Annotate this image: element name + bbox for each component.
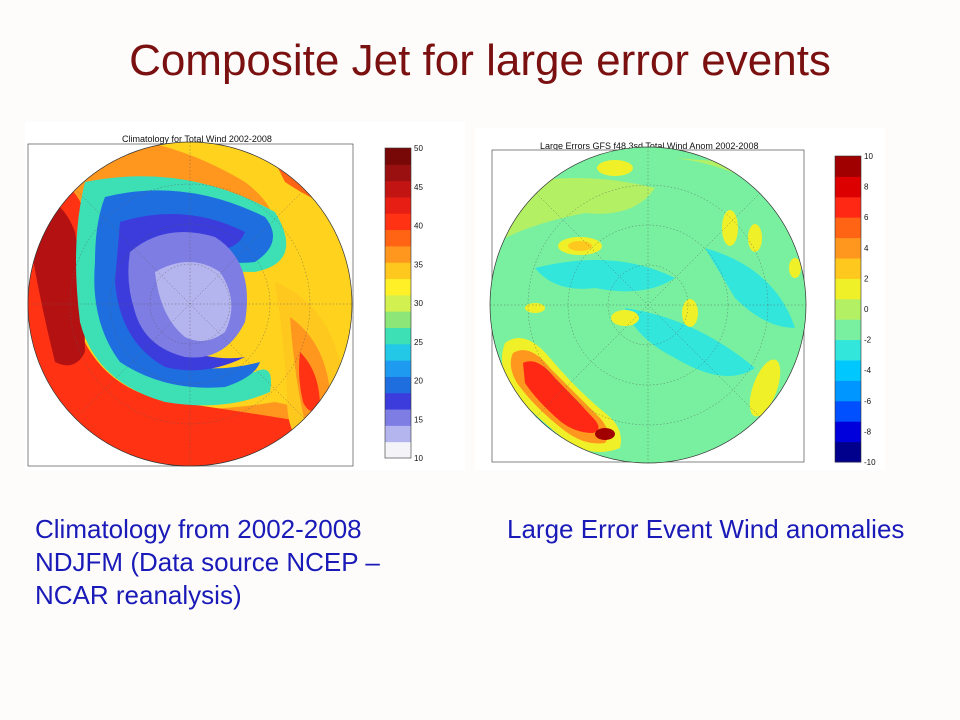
- anomaly-map-title: Large Errors GFS f48 3sd Total Wind Anom…: [540, 141, 759, 151]
- anomaly-colorbar-swatch: [835, 421, 861, 443]
- climatology-colorbar-tick-label: 25: [414, 338, 423, 347]
- anomaly-colorbar-swatch: [835, 196, 861, 218]
- climatology-colorbar-swatch: [385, 441, 411, 459]
- anomaly-colorbar-frame: [834, 155, 862, 463]
- climatology-colorbar-swatch: [385, 278, 411, 296]
- anomaly-colorbar-tick-label: -6: [864, 397, 872, 406]
- anomaly-colorbar-tick-label: 10: [864, 152, 873, 161]
- climatology-colorbar-frame: [384, 147, 412, 459]
- climatology-colorbar-swatch: [385, 213, 411, 231]
- climatology-caption: Climatology from 2002-2008 NDJFM (Data s…: [35, 514, 380, 610]
- anomaly-colorbar-swatch: [835, 380, 861, 402]
- climatology-colorbar-swatch: [385, 245, 411, 263]
- anomaly-colorbar-swatch: [835, 278, 861, 300]
- climatology-colorbar-tick-label: 35: [414, 260, 423, 269]
- climatology-colorbar-swatch: [385, 409, 411, 426]
- anomaly-colorbar-swatch: [835, 217, 861, 239]
- anomaly-caption: Large Error Event Wind anomalies: [507, 514, 905, 544]
- anomaly-colorbar-tick-label: 8: [864, 183, 869, 192]
- anomaly-figure: Large Errors GFS f48 3sd Total Wind Anom…: [475, 128, 885, 470]
- anomaly-colorbar-swatch: [835, 400, 861, 422]
- climatology-colorbar-swatch: [385, 425, 411, 443]
- climatology-colorbar-swatch: [385, 327, 411, 345]
- climatology-colorbar-swatch: [385, 180, 411, 198]
- anomaly-colorbar-tick-label: -10: [864, 458, 876, 467]
- climatology-colorbar-tick-label: 15: [414, 415, 423, 424]
- anomaly-map: 10 8 6 4 2 0 -2 -4 -6 -8 -10: [489, 146, 876, 467]
- anomaly-colorbar-tick-label: -2: [864, 336, 872, 345]
- climatology-colorbar-swatch: [385, 376, 411, 394]
- climatology-colorbar-swatch: [385, 294, 411, 312]
- anomaly-colorbar-swatch: [835, 441, 861, 463]
- climatology-colorbar-tick-label: 50: [414, 144, 423, 153]
- climatology-map: 50 45 40 35 30 25 20 15 10: [27, 141, 423, 467]
- anomaly-colorbar-swatch: [835, 176, 861, 198]
- anomaly-colorbar-swatch: [835, 298, 861, 320]
- anomaly-colorbar-swatch: [835, 237, 861, 259]
- climatology-colorbar-swatch: [385, 148, 411, 165]
- anomaly-colorbar-swatch: [835, 156, 861, 177]
- anomaly-colorbar-swatch: [835, 319, 861, 341]
- climatology-colorbar-swatch: [385, 164, 411, 182]
- anomaly-colorbar-tick-label: -8: [864, 427, 872, 436]
- anomaly-colorbar-tick-label: 2: [864, 274, 869, 283]
- climatology-colorbar-swatch: [385, 392, 411, 410]
- climatology-colorbar-tick-label: 20: [414, 377, 423, 386]
- anomaly-colorbar-tick-label: 6: [864, 213, 869, 222]
- anomaly-colorbar-tick-label: -4: [864, 366, 872, 375]
- anomaly-colorbar-tick-label: 4: [864, 244, 869, 253]
- climatology-map-title: Climatology for Total Wind 2002-2008: [122, 134, 272, 144]
- climatology-colorbar-swatch: [385, 343, 411, 361]
- climatology-colorbar-swatch: [385, 360, 411, 377]
- anomaly-colorbar-swatch: [835, 258, 861, 279]
- climatology-colorbar-swatch: [385, 262, 411, 280]
- climatology-figure: Climatology for Total Wind 2002-2008: [25, 122, 465, 470]
- climatology-colorbar-swatch: [385, 311, 411, 328]
- climatology-colorbar-swatch: [385, 196, 411, 214]
- anomaly-colorbar-tick-label: 0: [864, 305, 869, 314]
- climatology-colorbar-tick-label: 45: [414, 183, 423, 192]
- slide-title: Composite Jet for large error events: [129, 36, 831, 85]
- climatology-colorbar-tick-label: 40: [414, 222, 423, 231]
- climatology-colorbar-tick-label: 30: [414, 299, 423, 308]
- anomaly-colorbar-swatch: [835, 360, 861, 381]
- climatology-colorbar-tick-label: 10: [414, 454, 423, 463]
- anomaly-colorbar-swatch: [835, 339, 861, 361]
- climatology-colorbar-swatch: [385, 229, 411, 247]
